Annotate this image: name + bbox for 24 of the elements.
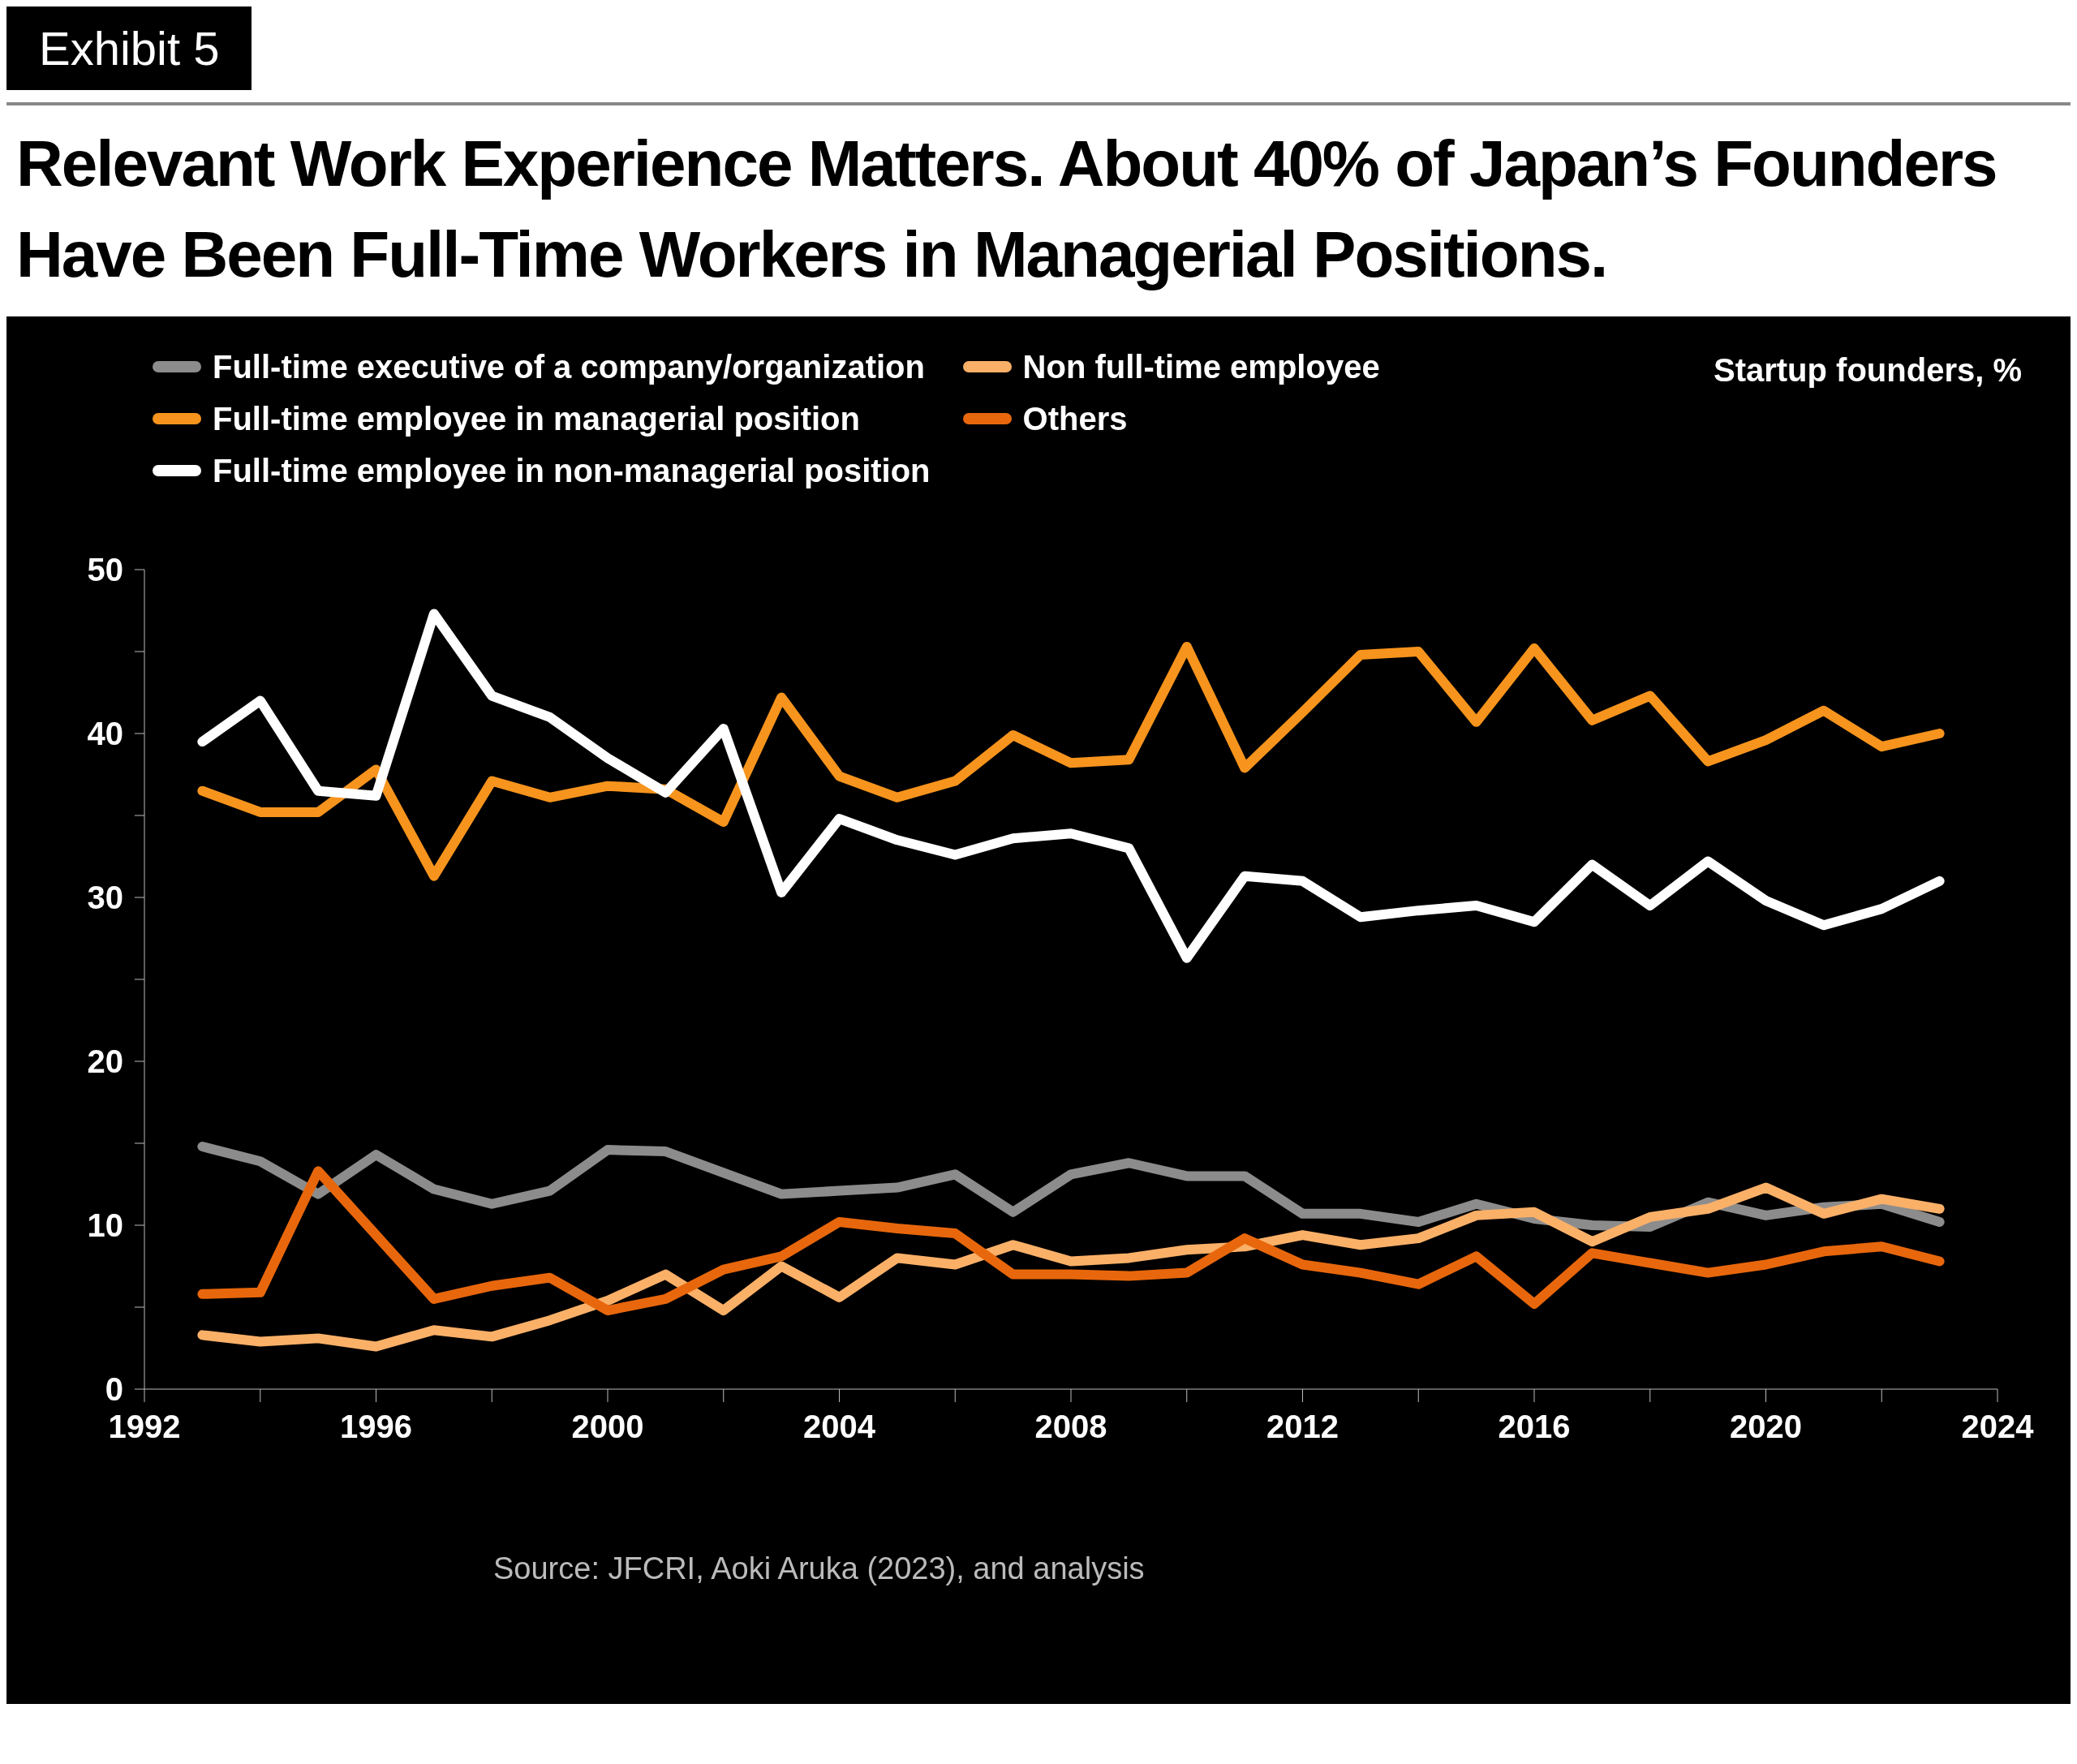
y-tick-label: 10 [87, 1207, 123, 1244]
x-tick-label: 1996 [340, 1409, 412, 1445]
legend-label: Others [1022, 400, 1128, 437]
x-tick-label: 2024 [1961, 1409, 2035, 1445]
chart-title: Relevant Work Experience Matters. About 40% of Japan’s Founders Have Been Full-Time Workers in Managerial Positions. [15, 127, 1997, 292]
text: Exhibit 5 [6, 6, 252, 90]
y-tick-label: 40 [87, 716, 123, 752]
y-tick-label: 0 [105, 1371, 123, 1408]
legend-label: Non full-time employee [1022, 348, 1380, 385]
x-tick-label: 2012 [1266, 1409, 1339, 1445]
x-tick-label: 1992 [108, 1409, 181, 1445]
x-tick-label: 2020 [1730, 1409, 1802, 1445]
legend-label: Full-time employee in non-managerial position [213, 452, 931, 489]
text: Startup founders, % [1713, 351, 2022, 389]
source-note: Source: JFCRI, Aoki Aruka (2023), and analysis [492, 1551, 1146, 1586]
x-tick-label: 2000 [571, 1409, 644, 1445]
y-tick-label: 20 [87, 1043, 123, 1080]
x-tick-label: 2008 [1034, 1409, 1107, 1445]
legend-label: Full-time executive of a company/organization [213, 348, 925, 385]
x-tick-label: 2016 [1498, 1409, 1571, 1445]
x-tick-label: 2004 [803, 1409, 876, 1445]
y-tick-label: 30 [87, 880, 123, 916]
y-tick-label: 50 [87, 552, 123, 588]
legend-label: Full-time employee in managerial position [213, 400, 860, 437]
